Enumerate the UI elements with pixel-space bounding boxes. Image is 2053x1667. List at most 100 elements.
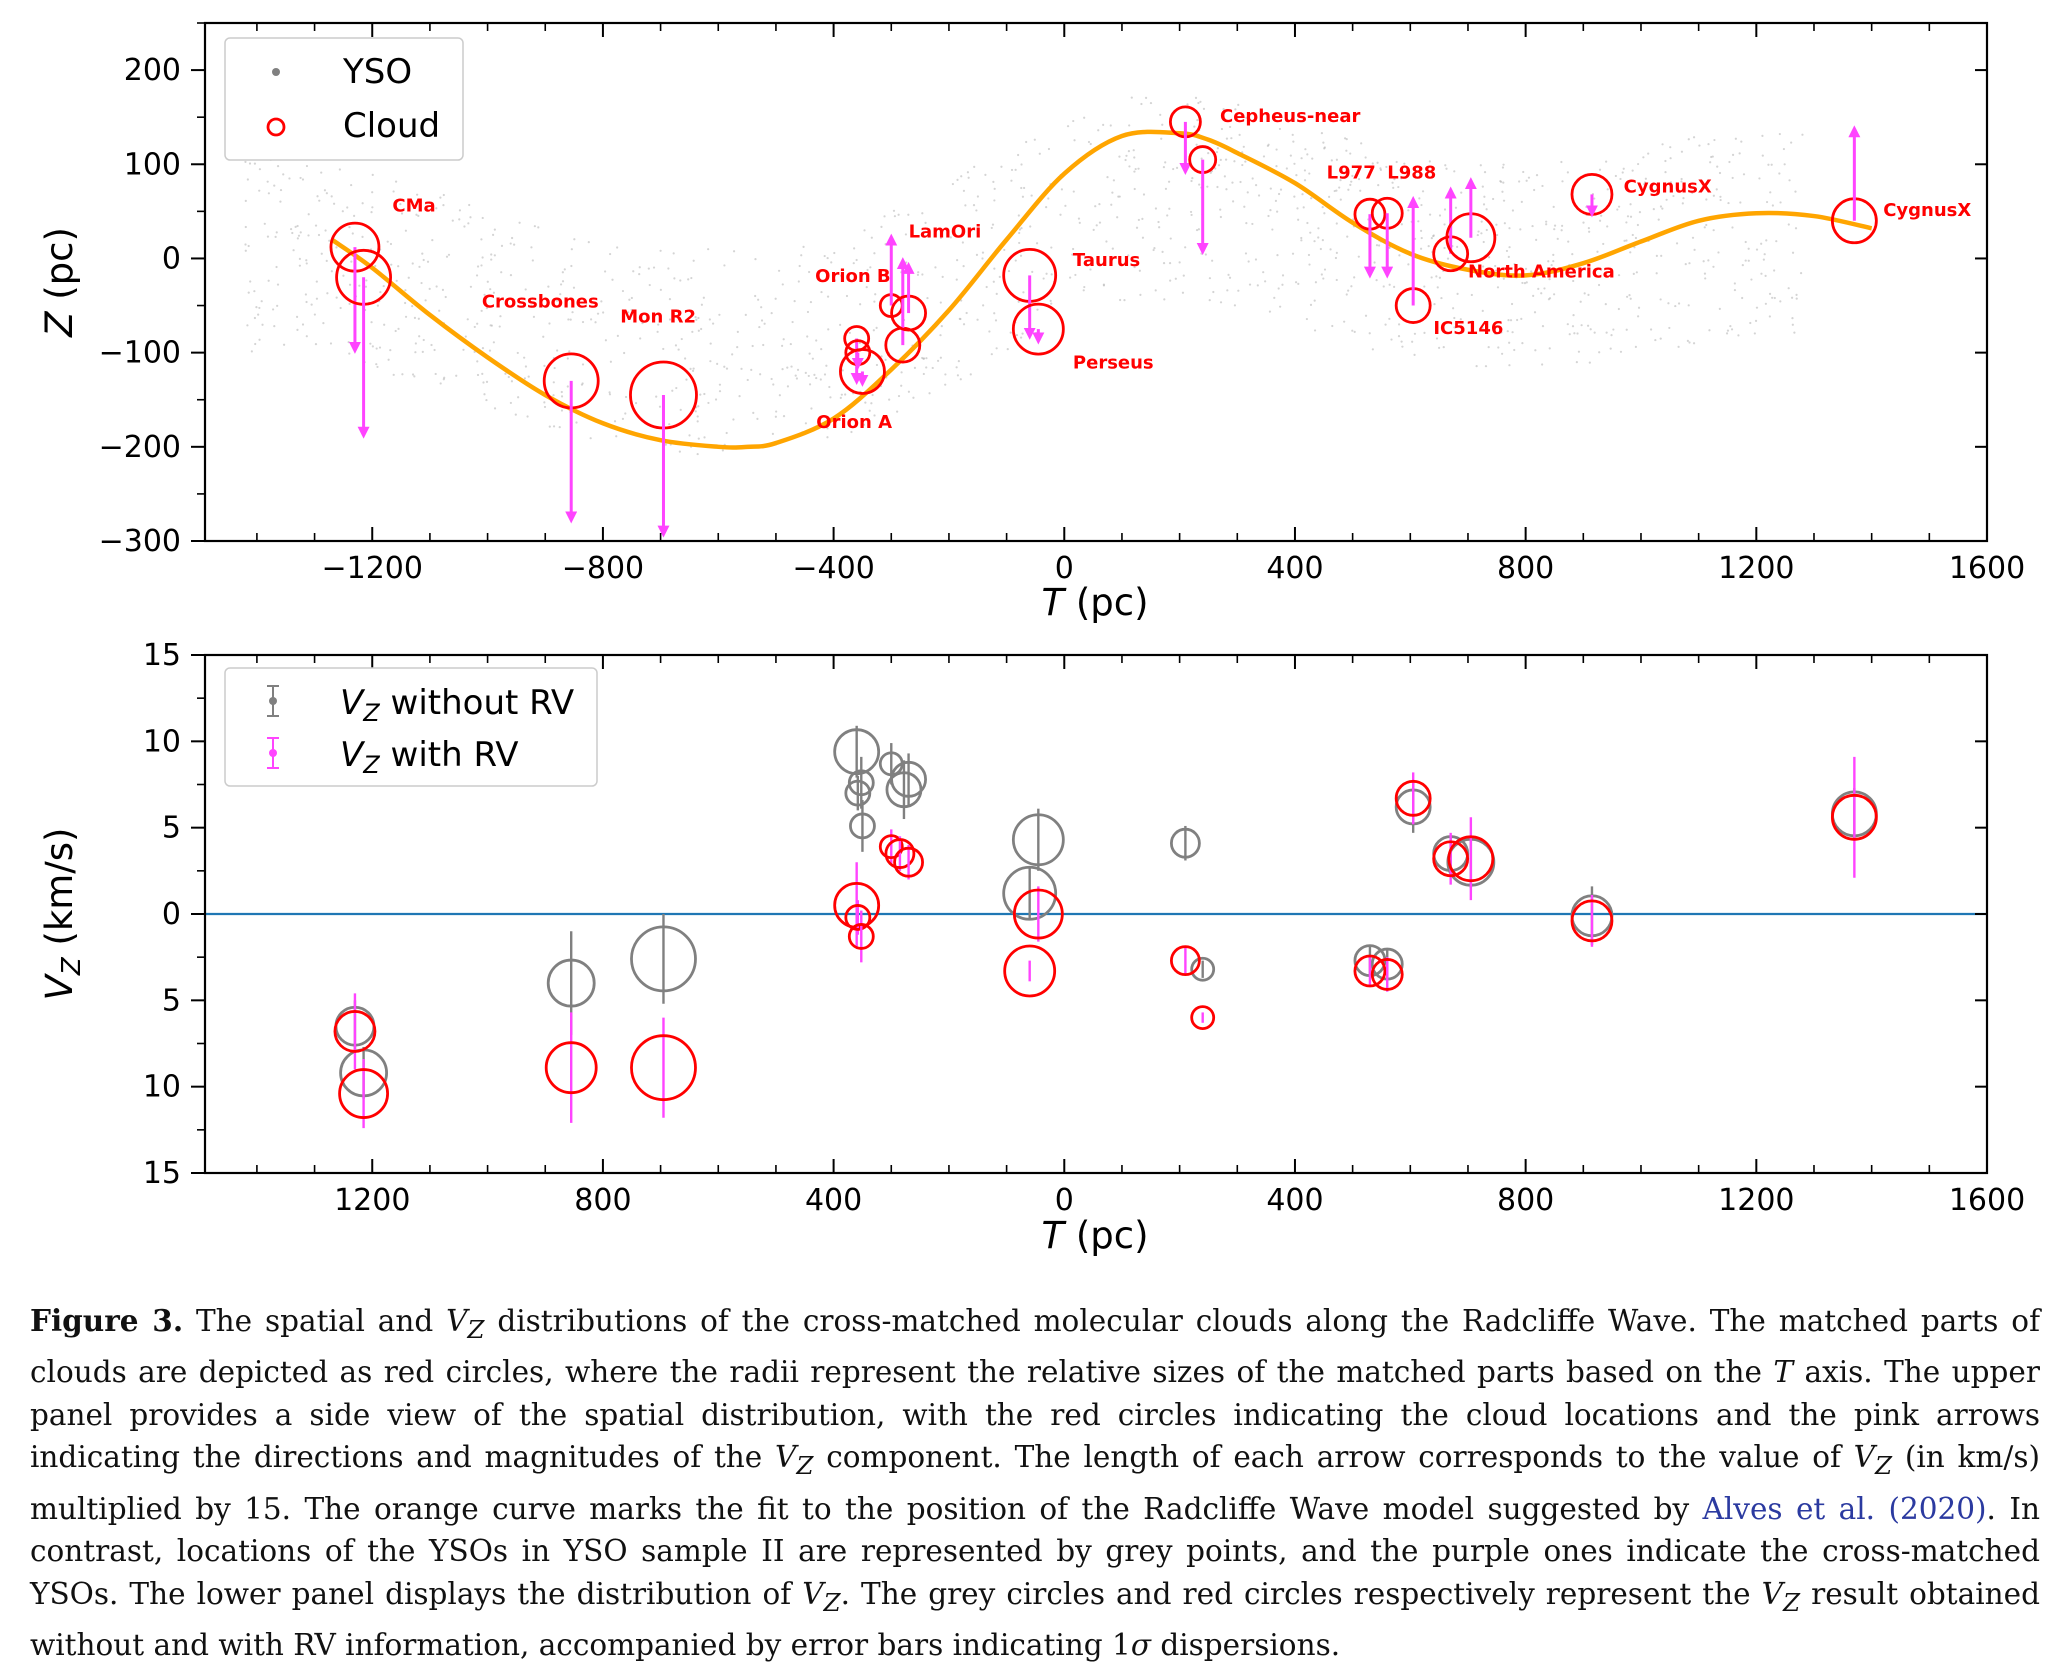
yso-point xyxy=(1589,328,1592,331)
yso-point xyxy=(1036,308,1039,311)
yso-point xyxy=(820,348,823,351)
yso-point xyxy=(985,285,988,289)
yso-point xyxy=(1614,174,1617,178)
yso-point xyxy=(1278,127,1282,131)
yso-point xyxy=(1089,142,1092,146)
yso-point xyxy=(1304,148,1307,151)
yso-point xyxy=(744,313,747,316)
yso-point xyxy=(993,267,996,270)
yso-point xyxy=(1665,198,1668,201)
yso-point xyxy=(1094,205,1097,208)
yso-point xyxy=(1471,320,1474,323)
yso-point xyxy=(1277,192,1281,196)
yso-point xyxy=(305,262,308,265)
yso-point xyxy=(257,313,260,316)
yso-point xyxy=(1208,299,1211,302)
yso-point xyxy=(1031,270,1034,273)
yso-point xyxy=(1712,229,1715,232)
yso-point xyxy=(1351,174,1354,177)
yso-point xyxy=(691,369,695,372)
yso-point xyxy=(249,280,252,283)
circle-with-rv xyxy=(1447,835,1495,883)
yso-point xyxy=(1222,108,1225,111)
yso-point xyxy=(1521,342,1524,345)
yso-point xyxy=(1768,315,1771,318)
yso-point xyxy=(675,386,678,390)
yso-point xyxy=(1499,179,1502,183)
yso-point xyxy=(1105,240,1108,243)
yso-point xyxy=(893,215,897,218)
yso-point xyxy=(956,374,960,377)
yso-point xyxy=(271,308,275,311)
yso-point xyxy=(904,233,908,236)
yso-point xyxy=(1791,251,1795,254)
yso-point xyxy=(1501,352,1504,355)
yso-point xyxy=(793,300,796,303)
yso-point xyxy=(1359,189,1362,192)
yso-point xyxy=(770,377,773,381)
yso-point xyxy=(1669,157,1672,160)
yso-point xyxy=(1133,187,1136,191)
yso-point xyxy=(491,233,495,237)
yso-point xyxy=(404,301,407,305)
yso-point xyxy=(1543,287,1546,290)
yso-point xyxy=(1719,195,1722,198)
bottom-plot-area xyxy=(205,725,1987,1129)
yso-point xyxy=(1271,228,1274,231)
yso-point xyxy=(1232,200,1235,203)
yso-point xyxy=(944,373,947,376)
yso-point xyxy=(647,267,650,270)
yso-point xyxy=(696,420,699,423)
yso-point xyxy=(738,395,741,398)
yso-point xyxy=(869,266,872,269)
yso-point xyxy=(378,346,382,349)
yso-point xyxy=(1347,289,1350,292)
yso-point xyxy=(483,293,486,296)
yso-point xyxy=(945,228,948,231)
yso-point xyxy=(1502,163,1505,166)
yso-point xyxy=(1335,189,1338,192)
yso-point xyxy=(1545,223,1548,226)
yso-point xyxy=(348,352,351,355)
yso-point xyxy=(829,396,832,399)
yso-point xyxy=(1625,239,1628,242)
yso-point xyxy=(326,292,329,295)
yso-point xyxy=(1045,206,1048,209)
yso-point xyxy=(458,209,462,212)
yso-point xyxy=(1667,302,1670,305)
yso-point xyxy=(442,204,445,207)
yso-point xyxy=(756,417,759,421)
citation-link[interactable]: Alves et al. (2020) xyxy=(1702,1491,1987,1526)
yso-point xyxy=(1014,168,1017,171)
yso-point xyxy=(566,385,569,388)
yso-point xyxy=(1561,224,1564,227)
yso-point xyxy=(1629,297,1632,300)
yso-point xyxy=(1262,155,1266,158)
yso-point xyxy=(543,401,546,404)
yso-point xyxy=(1609,347,1612,350)
yso-point xyxy=(1585,205,1588,209)
yso-point xyxy=(1680,177,1683,181)
yso-point xyxy=(731,353,734,356)
yso-point xyxy=(553,366,556,370)
yso-point xyxy=(778,394,781,397)
yso-point xyxy=(1388,283,1391,286)
yso-point xyxy=(1142,193,1146,196)
yso-point xyxy=(1285,167,1288,170)
yso-point xyxy=(532,315,536,318)
yso-point xyxy=(1158,226,1161,229)
yso-point xyxy=(332,202,336,205)
circle-without-rv xyxy=(1011,813,1065,867)
yso-point xyxy=(694,316,697,319)
yso-point xyxy=(718,313,721,316)
yso-point xyxy=(1023,186,1026,190)
yso-point xyxy=(253,290,256,293)
yso-point xyxy=(1507,319,1510,322)
yso-point xyxy=(509,242,512,245)
yso-point xyxy=(316,195,319,198)
yso-point xyxy=(299,176,302,180)
yso-point xyxy=(995,347,998,350)
yso-point xyxy=(852,262,855,265)
yso-point xyxy=(1267,214,1270,218)
yso-point xyxy=(1021,195,1025,198)
